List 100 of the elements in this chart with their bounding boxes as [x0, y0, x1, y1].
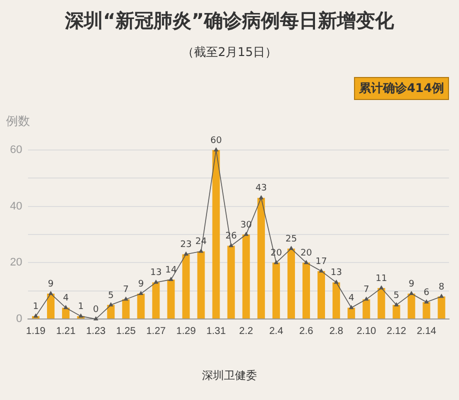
bar	[182, 254, 190, 318]
point	[379, 286, 384, 290]
x-tick-label: 1.29	[176, 326, 196, 337]
point	[274, 260, 278, 264]
x-tick-label: 2.4	[269, 326, 284, 337]
point	[439, 294, 444, 298]
point	[184, 252, 188, 256]
data-label: 9	[48, 279, 54, 290]
point	[364, 296, 368, 301]
data-label: 4	[62, 294, 69, 304]
point	[228, 243, 234, 248]
bar	[287, 248, 295, 318]
data-label: 43	[255, 184, 267, 194]
x-tick-label: 2.8	[329, 326, 344, 337]
data-label: 13	[150, 268, 162, 278]
x-tick-label: 1.23	[86, 326, 106, 337]
point	[409, 291, 414, 296]
y-axis-title: 例数	[6, 113, 30, 130]
bar	[332, 282, 340, 318]
bar	[62, 308, 70, 318]
point	[124, 296, 128, 301]
point	[289, 246, 294, 250]
y-tick-label: 40	[10, 200, 22, 212]
y-tick-label: 20	[10, 256, 22, 269]
x-tick-label: 2.10	[356, 326, 377, 337]
point	[64, 305, 68, 310]
x-tick-label: 2.14	[416, 326, 437, 337]
bar	[272, 262, 280, 318]
bar	[348, 308, 356, 318]
bar	[392, 304, 400, 318]
data-label: 25	[285, 234, 297, 244]
text: 累计确诊414例	[354, 77, 449, 100]
data-label: 60	[210, 136, 222, 146]
x-tick-label: 2.6	[299, 326, 314, 337]
point	[198, 249, 204, 253]
x-tick-label: 1.19	[26, 326, 46, 337]
data-label: 11	[376, 274, 388, 284]
data-label: 9	[138, 279, 144, 290]
point	[424, 300, 429, 304]
x-tick-label: 1.27	[146, 326, 166, 337]
data-label: 7	[123, 285, 129, 296]
bar	[257, 198, 265, 318]
data-label: 7	[363, 285, 370, 296]
bar	[362, 299, 370, 318]
data-label: 5	[108, 290, 114, 301]
bar	[47, 294, 55, 318]
chart-title: 深圳“新冠肺炎”确诊病例每日新增变化	[64, 9, 395, 34]
y-tick-label: 60	[10, 144, 22, 156]
chart-subtitle: （截至2月15日）	[181, 44, 278, 61]
bar	[408, 294, 416, 318]
point	[108, 302, 114, 306]
point	[304, 260, 308, 264]
bar	[167, 280, 175, 318]
data-label: 20	[300, 248, 312, 259]
point	[319, 268, 324, 273]
point	[394, 302, 399, 306]
bar	[318, 271, 326, 318]
data-label: 23	[180, 240, 192, 250]
data-label: 8	[438, 282, 445, 292]
bar	[438, 296, 446, 318]
bar	[378, 288, 386, 318]
point	[214, 148, 218, 152]
data-label: 1	[32, 302, 39, 312]
data-label: 0	[92, 304, 99, 315]
bar	[137, 294, 145, 318]
point	[154, 280, 158, 284]
data-label: 17	[316, 256, 327, 267]
point	[349, 305, 354, 310]
bar	[242, 234, 250, 318]
x-tick-label: 2.12	[386, 326, 407, 337]
point	[334, 280, 338, 284]
x-tick-label: 1.21	[56, 326, 76, 337]
data-label: 13	[330, 268, 342, 278]
bar	[122, 299, 130, 318]
x-tick-label: 2.2	[239, 326, 254, 337]
text: 深圳卫健委	[201, 368, 258, 383]
bar	[227, 246, 235, 318]
y-tick-label: 0	[16, 313, 22, 326]
point	[259, 195, 264, 200]
bar	[422, 302, 430, 318]
point	[168, 277, 174, 281]
data-label: 1	[78, 302, 84, 312]
bar	[197, 251, 205, 318]
data-label: 14	[165, 265, 177, 276]
point	[34, 314, 38, 318]
point	[94, 316, 98, 320]
bar	[152, 282, 160, 318]
point	[78, 314, 83, 318]
x-tick-label: 1.25	[116, 326, 136, 337]
bar	[302, 262, 310, 318]
point	[244, 232, 248, 236]
point	[138, 291, 144, 296]
data-label: 6	[424, 288, 430, 298]
x-tick-label: 1.31	[206, 326, 226, 337]
point	[48, 291, 53, 296]
bar	[107, 304, 115, 318]
data-label: 4	[348, 294, 354, 304]
bar	[212, 150, 220, 318]
data-label: 9	[408, 279, 415, 290]
data-label: 5	[394, 290, 400, 301]
